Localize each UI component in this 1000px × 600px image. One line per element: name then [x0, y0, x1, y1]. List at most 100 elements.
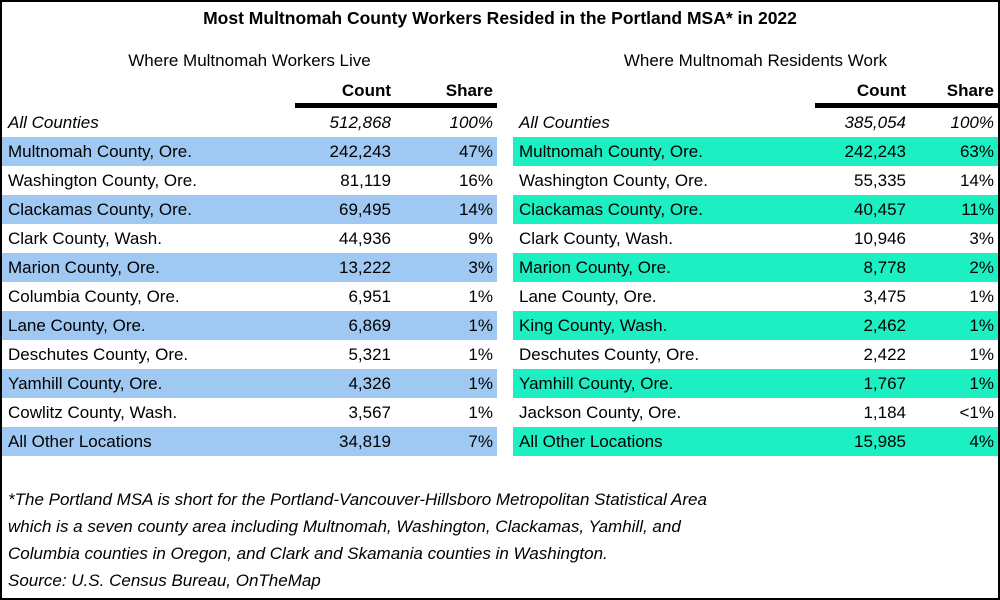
row-share: <1% [959, 403, 995, 422]
row-share: 2% [969, 258, 994, 277]
row-count: 10,946 [854, 229, 906, 248]
residents-work-table-title: Where Multnomah Residents Work [623, 51, 888, 70]
row-location: Marion County, Ore. [519, 258, 671, 277]
table-row: Marion County, Ore. 8,778 2% [513, 253, 998, 282]
row-share: 1% [969, 345, 994, 364]
row-location: Multnomah County, Ore. [519, 142, 703, 161]
footnote: *The Portland MSA is short for the Portl… [8, 486, 992, 594]
row-share: 100% [950, 113, 994, 132]
count-column-header: Count [341, 81, 391, 100]
row-location: Yamhill County, Ore. [8, 374, 163, 393]
row-share: 47% [458, 142, 493, 161]
row-count: 6,869 [348, 316, 391, 335]
source-line: Source: U.S. Census Bureau, OnTheMap [8, 571, 321, 590]
table-row: Clark County, Wash. 44,936 9% [2, 224, 497, 253]
row-count: 4,326 [348, 374, 391, 393]
row-location: Yamhill County, Ore. [519, 374, 674, 393]
share-column-header: Share [946, 81, 994, 100]
row-location: Clackamas County, Ore. [519, 200, 703, 219]
row-count: 3,567 [348, 403, 391, 422]
row-share: 7% [468, 432, 493, 451]
workers-live-table-title: Where Multnomah Workers Live [128, 51, 371, 70]
row-count: 3,475 [863, 287, 906, 306]
workers-live-rows: All Counties 512,868 100% Multnomah County,… [2, 108, 497, 456]
workers-live-header-row: Count Share [2, 78, 497, 108]
row-share: 1% [468, 374, 493, 393]
table-row: Clark County, Wash. 10,946 3% [513, 224, 998, 253]
row-count: 242,243 [329, 142, 391, 161]
table-row: All Other Locations 34,819 7% [2, 427, 497, 456]
table-row: Washington County, Ore. 81,119 16% [2, 166, 497, 195]
table-row: Lane County, Ore. 6,869 1% [2, 311, 497, 340]
table-row: Marion County, Ore. 13,222 3% [2, 253, 497, 282]
row-share: 11% [961, 200, 994, 219]
row-location: All Counties [8, 113, 99, 132]
row-location: Lane County, Ore. [8, 316, 146, 335]
table-row: All Counties 512,868 100% [2, 108, 497, 137]
row-share: 100% [449, 113, 493, 132]
row-count: 242,243 [844, 142, 906, 161]
row-count: 81,119 [340, 171, 391, 190]
residents-work-header-row: Count Share [513, 78, 998, 108]
table-row: Columbia County, Ore. 6,951 1% [2, 282, 497, 311]
row-location: King County, Wash. [519, 316, 668, 335]
footnote-line: Columbia counties in Oregon, and Clark a… [8, 544, 608, 563]
count-column-header: Count [856, 81, 906, 100]
row-count: 1,184 [863, 403, 906, 422]
row-location: Washington County, Ore. [8, 171, 197, 190]
footnote-line: which is a seven county area including M… [8, 517, 681, 536]
row-share: 1% [468, 287, 493, 306]
row-share: 1% [468, 345, 493, 364]
table-row: Washington County, Ore. 55,335 14% [513, 166, 998, 195]
row-count: 13,222 [339, 258, 391, 277]
footnote-line: *The Portland MSA is short for the Portl… [8, 490, 707, 509]
table-row: King County, Wash. 2,462 1% [513, 311, 998, 340]
row-count: 1,767 [863, 374, 906, 393]
table-row: Yamhill County, Ore. 1,767 1% [513, 369, 998, 398]
row-location: Cowlitz County, Wash. [8, 403, 178, 422]
header-spacer [2, 78, 295, 108]
table-row: All Other Locations 15,985 4% [513, 427, 998, 456]
row-count: 55,335 [854, 171, 906, 190]
row-share: 1% [969, 287, 994, 306]
row-location: All Counties [519, 113, 610, 132]
row-location: All Other Locations [8, 432, 152, 451]
table-row: Multnomah County, Ore. 242,243 47% [2, 137, 497, 166]
table-row: Yamhill County, Ore. 4,326 1% [2, 369, 497, 398]
header-spacer [513, 78, 815, 108]
table-row: All Counties 385,054 100% [513, 108, 998, 137]
table-row: Jackson County, Ore. 1,184 <1% [513, 398, 998, 427]
row-share: 14% [959, 171, 994, 190]
row-location: Deschutes County, Ore. [519, 345, 700, 364]
row-count: 15,985 [854, 432, 906, 451]
row-count: 2,462 [863, 316, 906, 335]
residents-work-rows: All Counties 385,054 100% Multnomah County,… [513, 108, 998, 456]
table-row: Cowlitz County, Wash. 3,567 1% [2, 398, 497, 427]
row-share: 1% [468, 316, 493, 335]
residents-work-column-headers: Count Share [815, 78, 998, 108]
row-location: All Other Locations [519, 432, 663, 451]
row-share: 1% [969, 374, 994, 393]
row-location: Marion County, Ore. [8, 258, 160, 277]
row-share: 9% [468, 229, 493, 248]
row-location: Jackson County, Ore. [519, 403, 682, 422]
share-column-header: Share [445, 81, 493, 100]
row-count: 512,868 [329, 113, 391, 132]
row-share: 3% [468, 258, 493, 277]
row-location: Lane County, Ore. [519, 287, 657, 306]
row-count: 40,457 [854, 200, 906, 219]
row-count: 5,321 [348, 345, 391, 364]
table-row: Deschutes County, Ore. 5,321 1% [2, 340, 497, 369]
row-location: Clark County, Wash. [8, 229, 162, 248]
workers-live-table: Where Multnomah Workers Live Count Share… [2, 44, 497, 456]
row-location: Multnomah County, Ore. [8, 142, 192, 161]
row-count: 44,936 [339, 229, 391, 248]
row-share: 4% [969, 432, 994, 451]
row-share: 63% [959, 142, 994, 161]
row-count: 2,422 [863, 345, 906, 364]
row-count: 385,054 [844, 113, 906, 132]
row-count: 34,819 [339, 432, 391, 451]
row-count: 69,495 [339, 200, 391, 219]
row-location: Clackamas County, Ore. [8, 200, 192, 219]
row-location: Clark County, Wash. [519, 229, 673, 248]
